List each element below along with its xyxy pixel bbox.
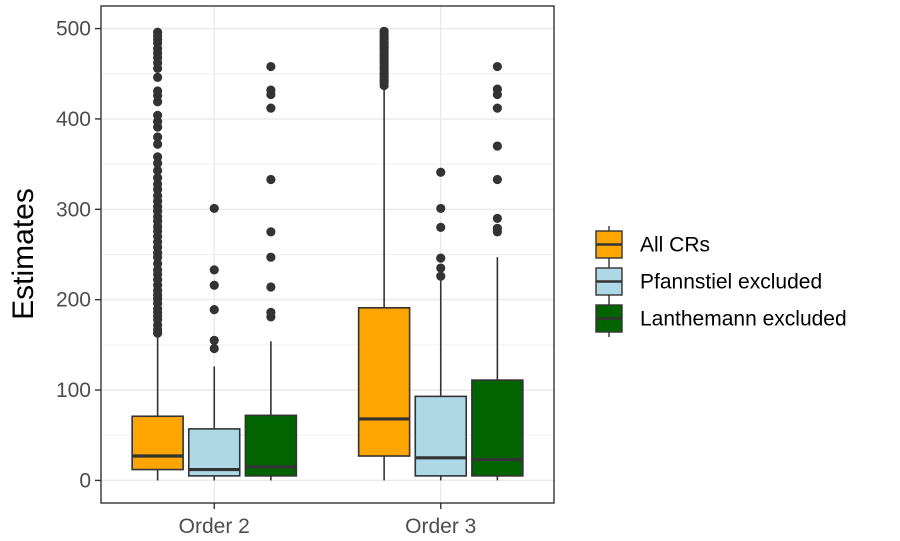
outlier-point xyxy=(436,271,446,281)
outlier-point xyxy=(153,152,163,162)
outlier-point xyxy=(266,252,276,262)
outlier-point xyxy=(492,61,502,72)
outlier-point xyxy=(266,85,276,95)
outlier-point xyxy=(209,343,219,354)
x-tick-label: Order 2 xyxy=(179,515,250,538)
box-group xyxy=(131,27,184,481)
outlier-point xyxy=(153,139,163,149)
outlier-point xyxy=(153,110,163,120)
legend-item: Pfannstiel excluded xyxy=(595,263,822,300)
legend-label: All CRs xyxy=(640,234,710,257)
outlier-point xyxy=(266,282,276,292)
outlier-point xyxy=(436,253,446,263)
box-group xyxy=(414,167,468,481)
outlier-point xyxy=(153,27,163,37)
x-tick-label: Order 3 xyxy=(405,515,476,538)
y-tick-label: 400 xyxy=(56,108,91,131)
outlier-point xyxy=(379,26,389,36)
panel-border xyxy=(100,5,555,504)
outlier-point xyxy=(153,132,163,142)
outlier-point xyxy=(153,165,163,176)
outlier-point xyxy=(153,86,163,96)
box-group xyxy=(187,203,241,481)
outlier-point xyxy=(492,141,502,151)
outlier-point xyxy=(153,191,163,201)
outlier-point xyxy=(209,203,219,214)
legend-item: Lanthemann excluded xyxy=(595,300,847,337)
outlier-point xyxy=(492,174,502,185)
outlier-point xyxy=(492,103,502,113)
outlier-point xyxy=(266,307,276,317)
legend-label: Lanthemann excluded xyxy=(640,308,847,331)
box-group xyxy=(357,26,411,481)
outlier-point xyxy=(209,335,219,345)
outlier-point xyxy=(209,280,219,290)
legend-item: All CRs xyxy=(595,226,710,263)
y-axis: 0 100 200 300 400 500 xyxy=(56,18,101,492)
outlier-point xyxy=(153,72,163,82)
boxplot-layer xyxy=(131,26,524,481)
outlier-point xyxy=(436,203,446,214)
legend: All CRs Pfannstiel excluded Lanthemann exc… xyxy=(595,226,847,337)
outlier-point xyxy=(266,227,276,237)
x-axis: Order 2 Order 3 xyxy=(179,503,476,538)
y-axis-title: Estimates xyxy=(7,188,40,320)
box xyxy=(131,415,184,471)
outlier-point xyxy=(492,84,502,94)
outlier-point xyxy=(153,158,163,168)
outlier-point xyxy=(492,223,502,233)
outlier-point xyxy=(153,179,163,189)
box xyxy=(471,379,524,477)
outlier-point xyxy=(436,167,446,177)
outlier-point xyxy=(153,97,163,107)
y-tick-label: 0 xyxy=(79,469,91,492)
y-tick-label: 300 xyxy=(56,198,91,221)
outlier-point xyxy=(492,213,502,223)
outlier-point xyxy=(266,103,276,113)
box xyxy=(414,395,468,477)
outlier-point xyxy=(209,305,219,315)
box xyxy=(357,307,411,457)
outlier-point xyxy=(153,173,163,183)
y-tick-label: 500 xyxy=(56,18,91,41)
outlier-point xyxy=(153,117,163,127)
outlier-point xyxy=(266,61,276,72)
box-group xyxy=(244,61,298,481)
outlier-point xyxy=(266,174,276,185)
legend-label: Pfannstiel excluded xyxy=(640,271,822,294)
y-tick-label: 100 xyxy=(56,379,91,402)
outlier-point xyxy=(153,258,163,269)
outlier-point xyxy=(153,265,163,275)
outlier-point xyxy=(436,263,446,273)
outlier-point xyxy=(209,265,219,275)
outlier-point xyxy=(436,222,446,232)
y-tick-label: 200 xyxy=(56,289,91,312)
box-group xyxy=(471,61,524,481)
